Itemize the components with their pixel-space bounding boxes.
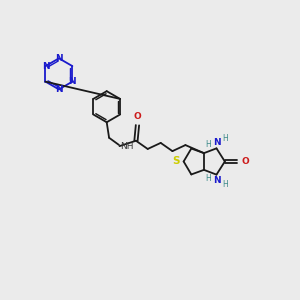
- Text: O: O: [134, 112, 141, 121]
- Text: S: S: [172, 157, 179, 166]
- Text: N: N: [55, 54, 63, 63]
- Text: H: H: [222, 134, 228, 143]
- Text: H: H: [206, 174, 211, 183]
- Text: N: N: [55, 85, 63, 94]
- Text: N: N: [69, 77, 76, 86]
- Text: H: H: [222, 180, 228, 189]
- Text: N: N: [42, 61, 49, 70]
- Text: O: O: [241, 157, 249, 166]
- Text: N: N: [213, 176, 221, 185]
- Text: N: N: [213, 138, 221, 147]
- Text: H: H: [206, 140, 211, 149]
- Text: NH: NH: [120, 142, 134, 151]
